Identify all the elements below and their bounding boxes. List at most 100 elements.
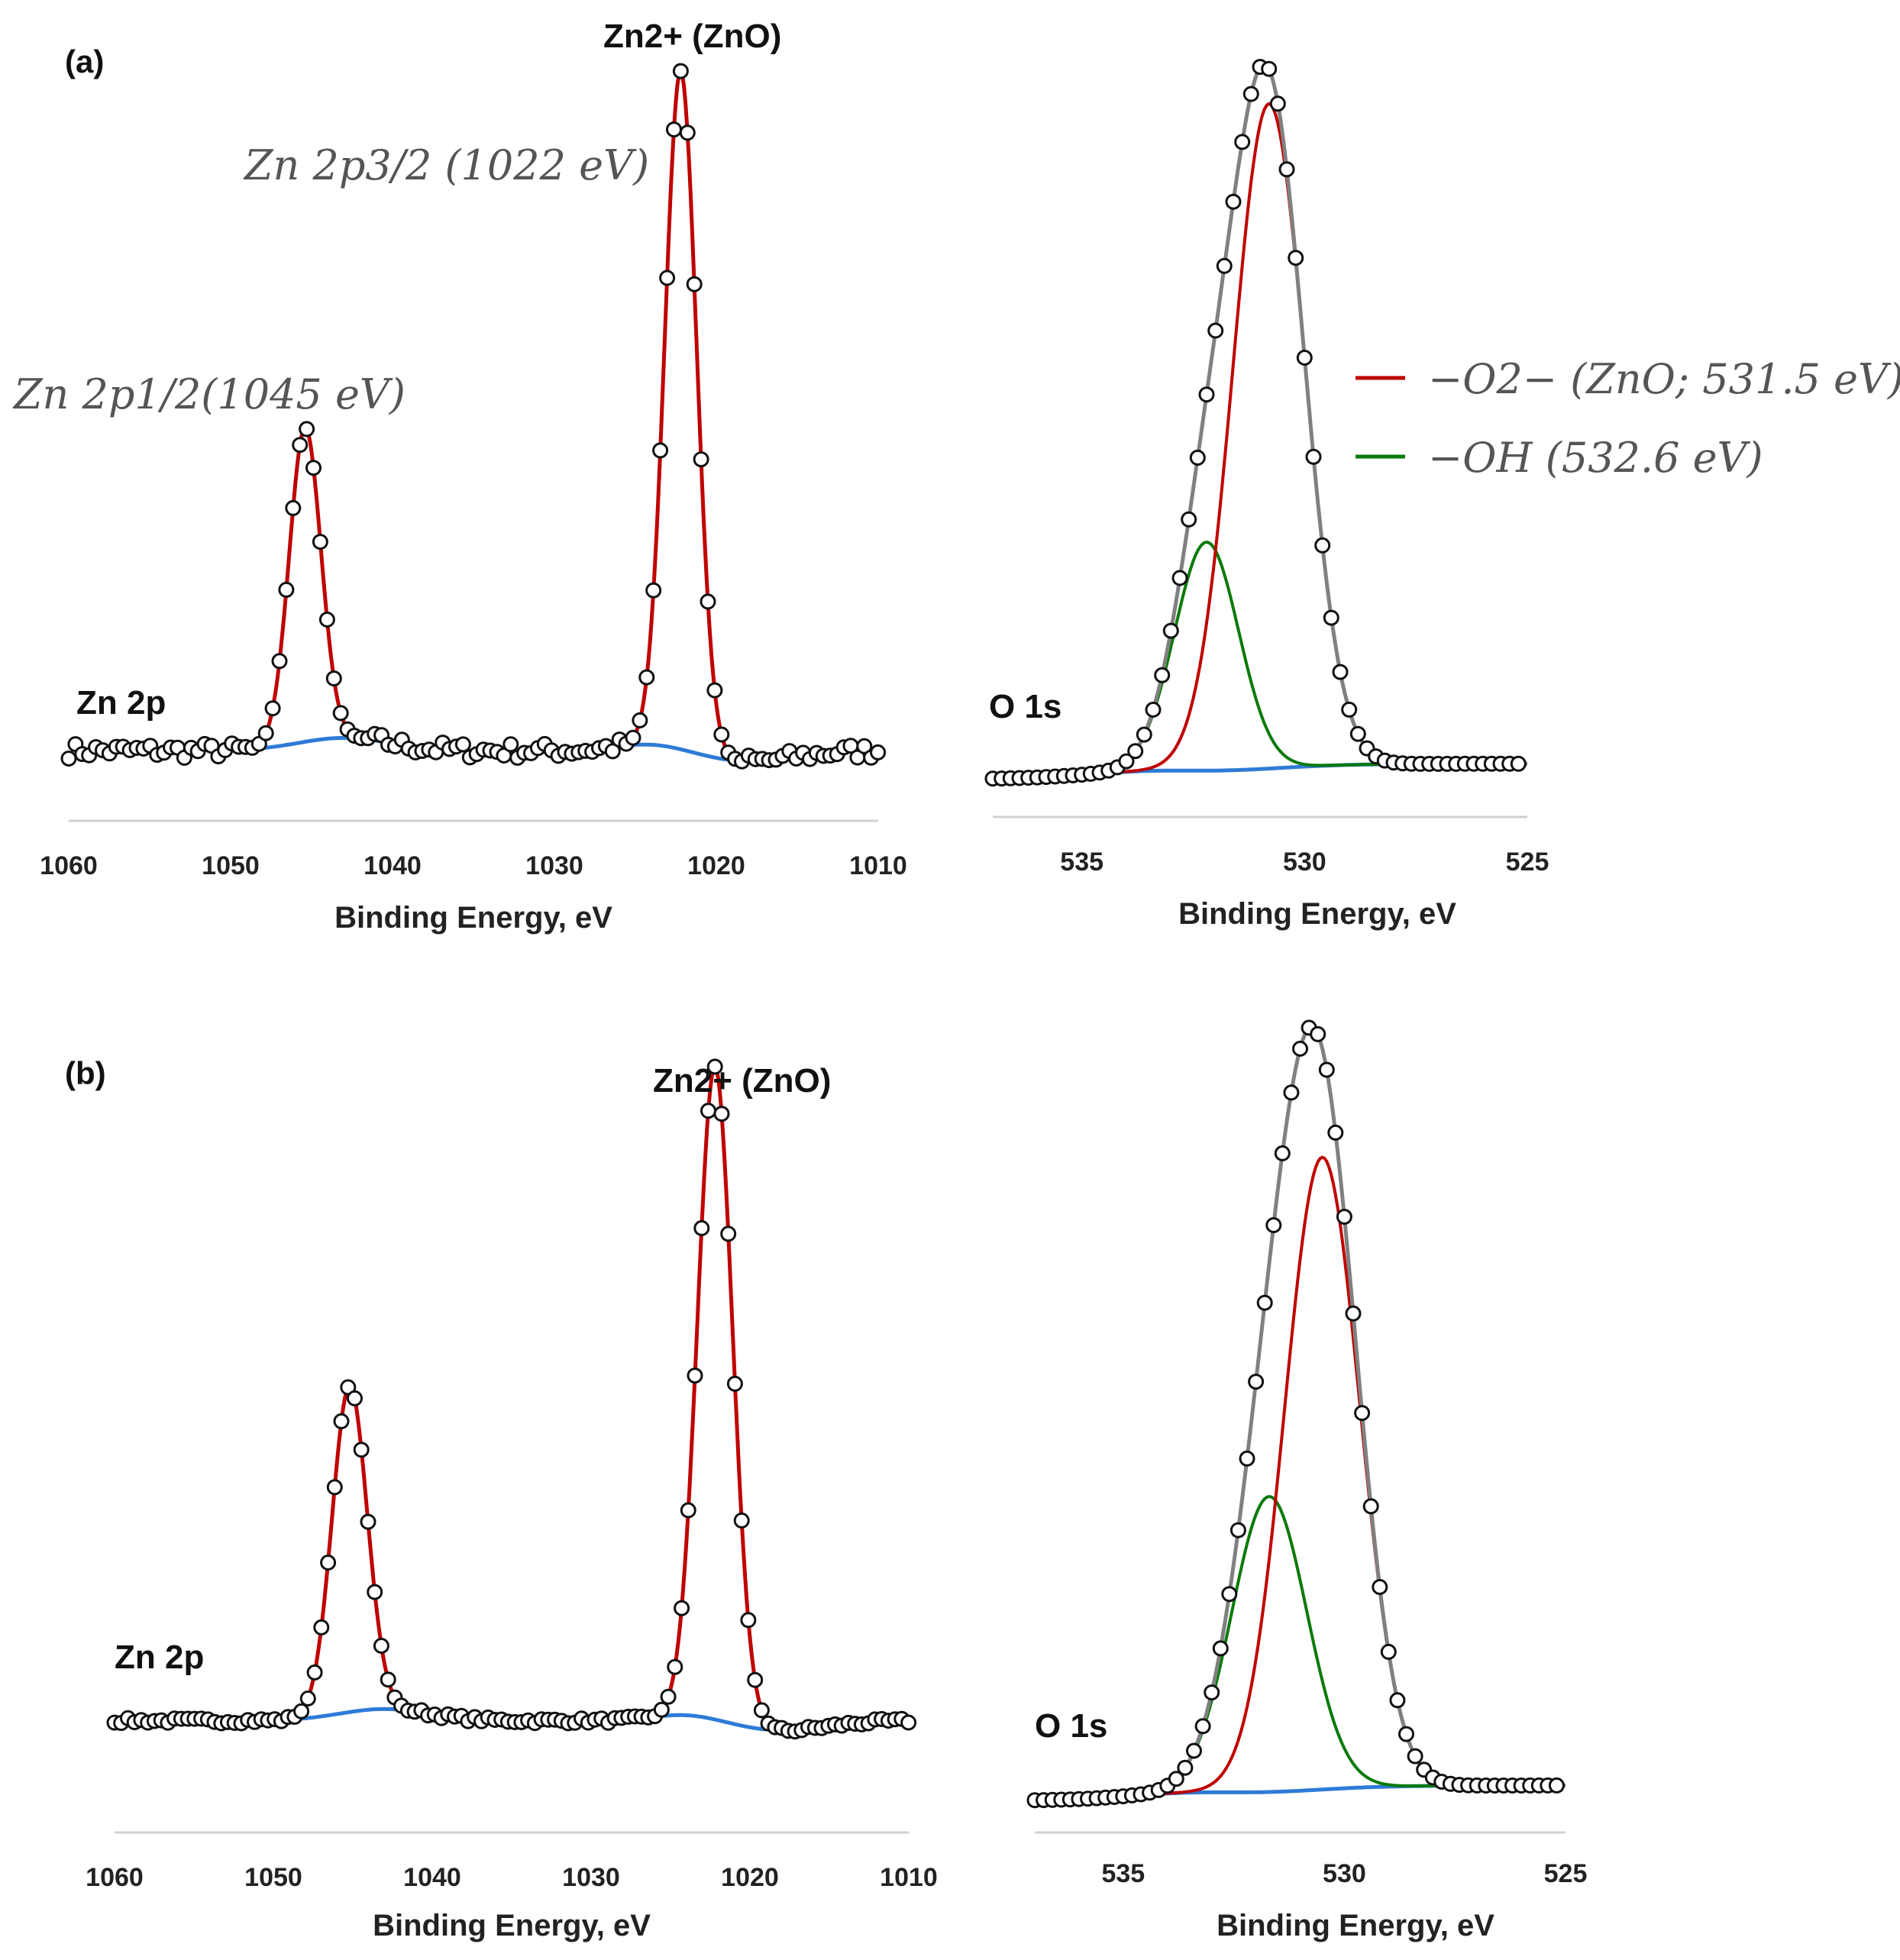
data-point	[326, 1479, 343, 1496]
data-point	[332, 705, 349, 722]
data-point	[1136, 726, 1152, 743]
data-point	[1323, 609, 1339, 626]
spectrum-label: Zn 2p	[76, 684, 166, 722]
data-point	[305, 460, 322, 476]
zn2plus-annotation: Zn2+ (ZnO)	[653, 1062, 831, 1099]
x-tick-label: 1020	[721, 1863, 779, 1892]
spectrum-label: O 1s	[1035, 1707, 1107, 1745]
x-tick-labels: 535 530 525	[1101, 1859, 1587, 1888]
data-point	[1242, 86, 1259, 102]
panel-a-zn2p-chart: 1060 1050 1040 1030 1020 1010 Binding Energy,…	[12, 18, 907, 935]
data-point	[1186, 1742, 1202, 1759]
oh-component-line	[1035, 1494, 1566, 1802]
data-point	[667, 1658, 683, 1675]
data-point	[1305, 448, 1322, 465]
data-point	[1274, 1145, 1291, 1161]
data-point	[1283, 1084, 1300, 1101]
data-point	[1345, 1305, 1362, 1322]
data-point	[1256, 1294, 1273, 1311]
data-point	[726, 1375, 743, 1392]
data-point	[1216, 257, 1233, 274]
panel-label-a: (a)	[65, 44, 104, 79]
data-point	[1225, 193, 1242, 210]
x-axis-label: Binding Energy, eV	[1178, 897, 1456, 931]
data-point	[1278, 161, 1295, 178]
x-tick-label: 525	[1544, 1859, 1588, 1888]
x-tick-label: 1040	[364, 851, 422, 880]
data-point	[360, 1513, 376, 1530]
panel-a-o1s-chart: 535 530 525 Binding Energy, eV O 1s −O2− (…	[984, 59, 1900, 931]
data-point	[1248, 1374, 1265, 1390]
data-point	[740, 1612, 757, 1629]
data-point	[1198, 386, 1215, 403]
data-point	[1269, 95, 1286, 112]
o2-component-line	[1035, 1155, 1566, 1802]
data-point	[713, 726, 730, 743]
data-point	[645, 582, 662, 599]
data-point	[720, 1225, 737, 1242]
data-point	[870, 744, 887, 760]
x-axis-label: Binding Energy, eV	[334, 901, 612, 935]
data-point	[1212, 1640, 1229, 1657]
data-point	[1292, 1041, 1308, 1057]
data-point	[1389, 1692, 1406, 1709]
data-point	[1239, 1450, 1255, 1467]
data-point	[502, 736, 519, 753]
data-point	[1314, 537, 1331, 554]
fit-line-peak-1	[252, 425, 358, 750]
x-tick-label: 535	[1101, 1859, 1145, 1888]
envelope-line	[1035, 1024, 1566, 1803]
oh-component-line	[993, 540, 1527, 780]
data-point	[1296, 350, 1313, 366]
data-point	[1332, 664, 1349, 680]
panel-label-b: (b)	[65, 1055, 106, 1091]
data-point	[706, 1058, 723, 1075]
data-point	[687, 1367, 703, 1384]
data-point	[1548, 1777, 1565, 1794]
data-point	[1318, 1061, 1335, 1078]
zn2p32-annotation: Zn 2p3/2 (1022 eV)	[243, 141, 649, 189]
data-point	[1162, 622, 1179, 639]
data-point	[1230, 1522, 1246, 1539]
x-tick-label: 530	[1283, 848, 1326, 877]
data-point	[674, 1600, 690, 1616]
data-point	[693, 1220, 710, 1236]
data-point	[1510, 755, 1527, 772]
data-point	[1154, 667, 1171, 683]
data-point	[686, 276, 703, 292]
data-point	[660, 1688, 677, 1705]
data-point	[1234, 134, 1251, 150]
data-point	[1221, 1586, 1238, 1603]
x-tick-label: 1060	[86, 1863, 144, 1892]
data-point	[680, 1502, 696, 1519]
x-axis-label: Binding Energy, eV	[373, 1909, 651, 1942]
panel-b-zn2p-chart: 1060 1050 1040 1030 1020 1010 Binding Energy,…	[65, 1055, 938, 1942]
x-tick-labels: 1060 1050 1040 1030 1020 1010	[86, 1863, 938, 1892]
data-point	[900, 1714, 917, 1731]
data-point	[313, 1619, 330, 1635]
x-tick-label: 1030	[562, 1863, 620, 1892]
data-point	[733, 1512, 750, 1529]
data-point	[373, 1638, 389, 1654]
x-tick-label: 530	[1323, 1859, 1366, 1888]
data-point	[659, 270, 676, 286]
data-point	[1194, 1718, 1211, 1735]
data-point	[679, 124, 696, 141]
spectrum-marks	[106, 1058, 917, 1740]
legend-label-o2: −O2− (ZnO; 531.5 eV)	[1428, 355, 1900, 403]
spectrum-marks	[60, 63, 887, 770]
data-point	[604, 743, 621, 760]
x-tick-label: 1040	[403, 1863, 461, 1892]
data-point	[264, 700, 281, 717]
zn2p12-annotation: Zn 2p1/2(1045 eV)	[12, 370, 406, 418]
data-point	[713, 1106, 730, 1122]
data-point	[333, 1413, 350, 1429]
data-point	[1310, 1025, 1326, 1042]
data-point	[856, 738, 873, 754]
data-point	[306, 1664, 323, 1681]
data-point	[632, 712, 648, 728]
data-point	[1398, 1726, 1414, 1742]
data-point	[1261, 60, 1278, 77]
data-point	[454, 736, 471, 753]
